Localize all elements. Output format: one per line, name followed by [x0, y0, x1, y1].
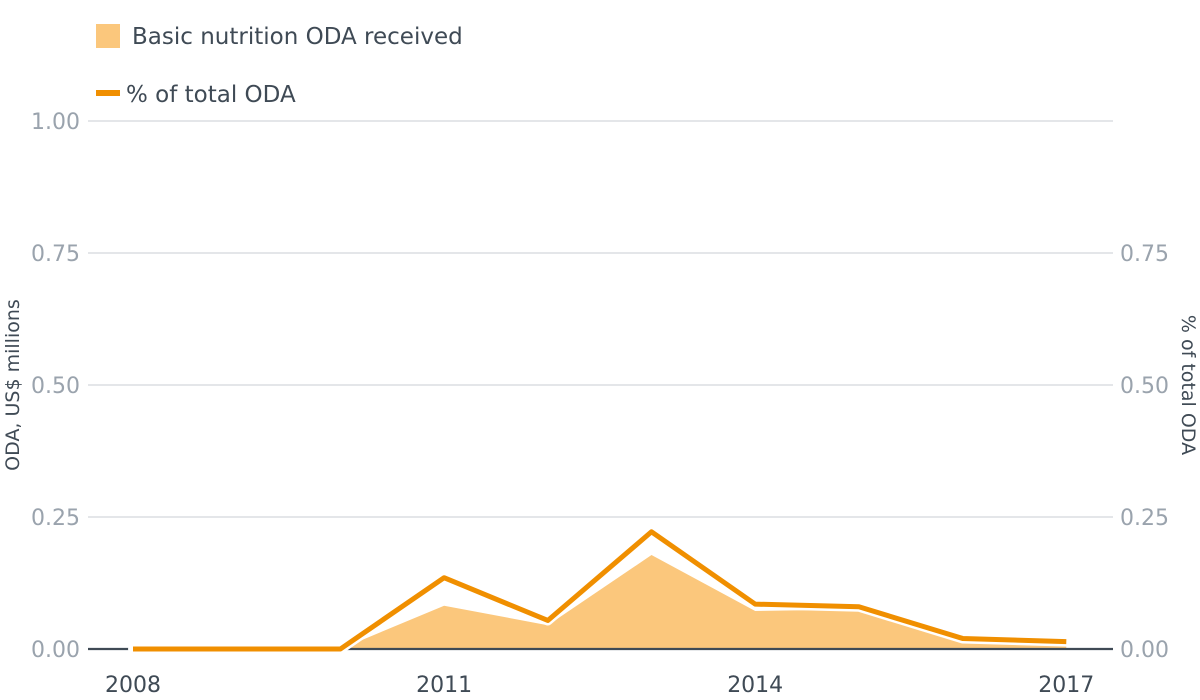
legend-swatch-area: [96, 24, 120, 48]
x-tick-label: 2011: [416, 673, 472, 698]
right-y-axis-ticks: 0.00 0.25 0.50 0.75: [1120, 242, 1169, 663]
right-y-tick-label: 0.25: [1120, 506, 1169, 531]
legend: Basic nutrition ODA received % of total …: [96, 24, 463, 108]
legend-swatch-line: [96, 90, 120, 96]
gridlines: [88, 120, 1113, 518]
x-axis-ticks: 2008 2011 2014 2017: [105, 673, 1094, 698]
right-y-tick-label: 0.50: [1120, 374, 1169, 399]
x-tick-label: 2014: [727, 673, 783, 698]
left-y-tick-label: 0.50: [31, 374, 80, 399]
left-y-axis-title: ODA, US$ millions: [2, 299, 24, 471]
right-y-tick-label: 0.00: [1120, 638, 1169, 663]
left-y-axis-ticks: 0.00 0.25 0.50 0.75 1.00: [31, 110, 80, 663]
area-series: [133, 555, 1067, 649]
left-y-tick-label: 0.75: [31, 242, 80, 267]
right-y-axis-title: % of total ODA: [1177, 315, 1199, 455]
x-tick-label: 2008: [105, 673, 161, 698]
left-y-tick-label: 0.25: [31, 506, 80, 531]
x-tick-label: 2017: [1038, 673, 1094, 698]
legend-label-line: % of total ODA: [126, 82, 296, 108]
area-series-basic-nutrition: [133, 555, 1067, 649]
line-series-pct-total-oda: [133, 529, 1067, 652]
left-y-tick-label: 0.00: [31, 638, 80, 663]
line-series: [128, 526, 1072, 654]
left-y-tick-label: 1.00: [31, 110, 80, 135]
legend-label-area: Basic nutrition ODA received: [132, 24, 463, 50]
right-y-tick-label: 0.75: [1120, 242, 1169, 267]
